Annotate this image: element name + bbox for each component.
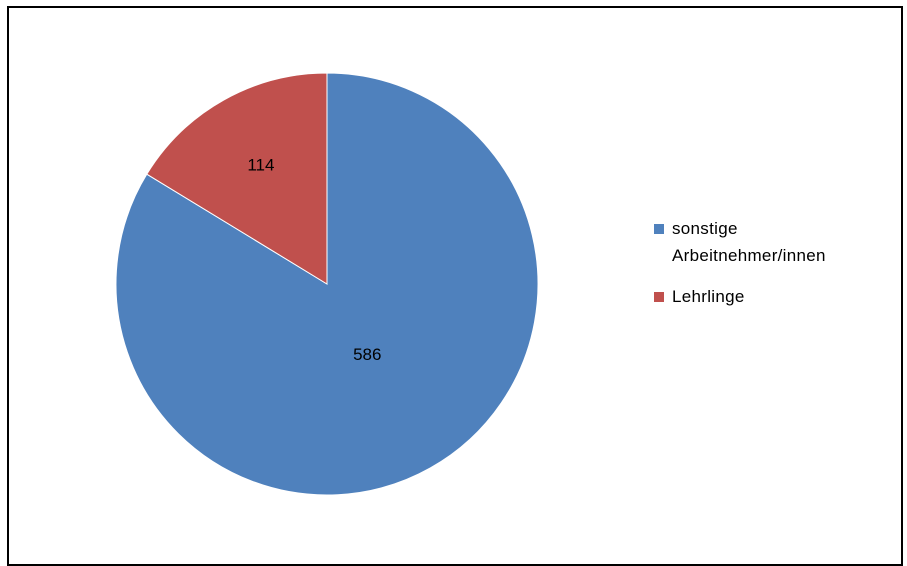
legend-item-sonstige-arbeitnehmer: sonstige Arbeitnehmer/innen [654, 215, 894, 269]
legend-label-sonstige-arbeitnehmer: sonstige Arbeitnehmer/innen [672, 219, 826, 265]
legend-label-lehrlinge: Lehrlinge [672, 287, 745, 306]
data-label-sonstige-arbeitnehmer: 586 [353, 345, 381, 364]
data-label-lehrlinge: 114 [247, 156, 274, 175]
legend-swatch-sonstige-arbeitnehmer [654, 224, 664, 234]
pie-chart: 586 114 [115, 72, 539, 496]
legend-swatch-lehrlinge [654, 292, 664, 302]
pie-slice-lehrlinge [146, 72, 328, 285]
legend-item-lehrlinge: Lehrlinge [654, 283, 894, 310]
legend: sonstige Arbeitnehmer/innen Lehrlinge [654, 215, 894, 324]
